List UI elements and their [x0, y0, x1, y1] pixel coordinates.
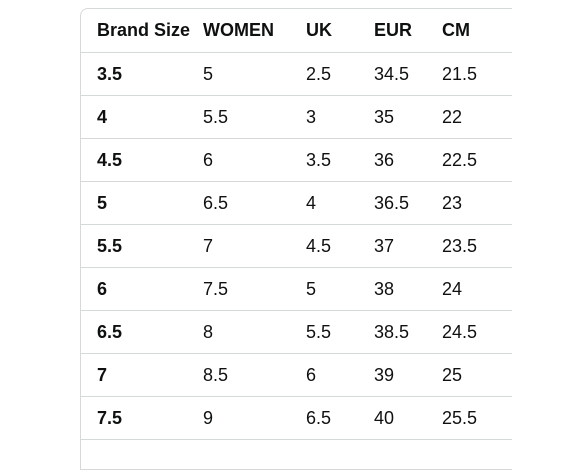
- cell-cm: 23: [442, 181, 512, 225]
- cell-women: 9: [203, 396, 306, 440]
- cell-brand-size: 6.5: [81, 310, 203, 354]
- cell-cm: 23.5: [442, 224, 512, 268]
- cell-cm: 22.5: [442, 138, 512, 182]
- cell-uk: 5.5: [306, 310, 374, 354]
- table-row: 5.5 7 4.5 37 23.5: [81, 224, 512, 268]
- cell-cm: 25.5: [442, 396, 512, 440]
- cell-cm: 22: [442, 95, 512, 139]
- header-eur: EUR: [374, 9, 442, 53]
- cell-women: 6.5: [203, 181, 306, 225]
- cell-cm: 24.5: [442, 310, 512, 354]
- table-row: 7.5 9 6.5 40 25.5: [81, 396, 512, 440]
- cell-eur: 39: [374, 353, 442, 397]
- cell-women: 7.5: [203, 267, 306, 311]
- header-uk: UK: [306, 9, 374, 53]
- cell-eur: 40: [374, 396, 442, 440]
- header-cm: CM: [442, 9, 512, 53]
- cell-eur: 35: [374, 95, 442, 139]
- cell-cm: 21.5: [442, 52, 512, 96]
- cell-women: 6: [203, 138, 306, 182]
- table-header-row: Brand Size WOMEN UK EUR CM: [81, 9, 512, 53]
- cell-brand-size: 3.5: [81, 52, 203, 96]
- cell-eur: 34.5: [374, 52, 442, 96]
- cell-women: 8: [203, 310, 306, 354]
- cell-brand-size: 6: [81, 267, 203, 311]
- cell-uk: 5: [306, 267, 374, 311]
- table-row: 7 8.5 6 39 25: [81, 353, 512, 397]
- cell-uk: 4.5: [306, 224, 374, 268]
- cell-women: 8.5: [203, 353, 306, 397]
- size-chart-table: Brand Size WOMEN UK EUR CM 3.5 5 2.5 34.5 21…: [81, 9, 512, 440]
- cell-brand-size: 7.5: [81, 396, 203, 440]
- cell-brand-size: 5: [81, 181, 203, 225]
- cell-brand-size: 7: [81, 353, 203, 397]
- cell-eur: 38: [374, 267, 442, 311]
- cell-uk: 6.5: [306, 396, 374, 440]
- cell-eur: 36.5: [374, 181, 442, 225]
- cell-women: 7: [203, 224, 306, 268]
- cell-uk: 3.5: [306, 138, 374, 182]
- table-row: 4.5 6 3.5 36 22.5: [81, 138, 512, 182]
- table-row: 6.5 8 5.5 38.5 24.5: [81, 310, 512, 354]
- cell-women: 5.5: [203, 95, 306, 139]
- cell-brand-size: 4.5: [81, 138, 203, 182]
- cell-uk: 2.5: [306, 52, 374, 96]
- cell-uk: 6: [306, 353, 374, 397]
- cell-brand-size: 4: [81, 95, 203, 139]
- cell-cm: 25: [442, 353, 512, 397]
- table-body: 3.5 5 2.5 34.5 21.5 4 5.5 3 35 22 4.5 6 3.5 36 22.5 5 6.…: [81, 52, 512, 440]
- size-chart-card: Brand Size WOMEN UK EUR CM 3.5 5 2.5 34.5 21…: [80, 8, 512, 470]
- table-row: 3.5 5 2.5 34.5 21.5: [81, 52, 512, 96]
- cell-eur: 38.5: [374, 310, 442, 354]
- cell-uk: 3: [306, 95, 374, 139]
- table-row: 4 5.5 3 35 22: [81, 95, 512, 139]
- cell-women: 5: [203, 52, 306, 96]
- cell-eur: 37: [374, 224, 442, 268]
- header-women: WOMEN: [203, 9, 306, 53]
- table-row: 6 7.5 5 38 24: [81, 267, 512, 311]
- cell-eur: 36: [374, 138, 442, 182]
- cell-uk: 4: [306, 181, 374, 225]
- table-row: 5 6.5 4 36.5 23: [81, 181, 512, 225]
- cell-brand-size: 5.5: [81, 224, 203, 268]
- cell-cm: 24: [442, 267, 512, 311]
- header-brand-size: Brand Size: [81, 9, 203, 53]
